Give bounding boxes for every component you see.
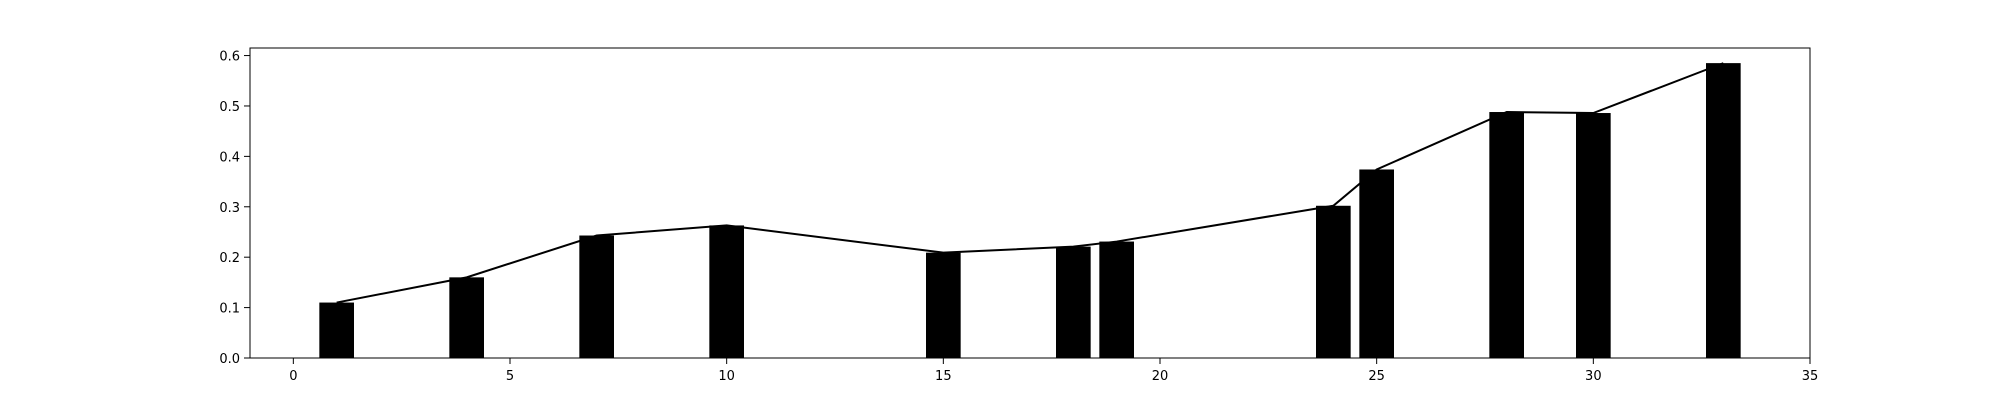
y-tick-label: 0.4 <box>219 150 240 165</box>
bar <box>449 277 484 358</box>
x-tick-label: 20 <box>1152 369 1169 384</box>
x-tick-label: 10 <box>718 369 735 384</box>
x-tick-label: 0 <box>289 369 297 384</box>
x-tick-label: 35 <box>1802 369 1819 384</box>
bar <box>319 302 354 358</box>
y-tick-label: 0.2 <box>219 251 240 266</box>
bar <box>1056 246 1091 358</box>
bar <box>1489 112 1524 358</box>
bar <box>1576 113 1611 359</box>
line-series <box>336 62 1724 304</box>
bar <box>709 225 744 358</box>
bar <box>1099 241 1134 358</box>
y-tick-label: 0.3 <box>219 201 240 216</box>
x-tick-label: 25 <box>1368 369 1385 384</box>
bar-series <box>319 63 1741 359</box>
y-tick-label: 0.0 <box>219 352 240 367</box>
x-tick-label: 30 <box>1585 369 1602 384</box>
bar <box>926 252 961 358</box>
x-tick-label: 15 <box>935 369 952 384</box>
trend-line <box>336 62 1724 304</box>
x-tick-label: 5 <box>506 369 514 384</box>
plot-frame <box>249 47 1811 359</box>
bar <box>579 235 614 358</box>
bar <box>1706 63 1741 359</box>
y-tick-label: 0.5 <box>219 100 240 115</box>
x-axis: 0 5 10 15 20 25 30 35 <box>289 358 1818 384</box>
bar <box>1359 169 1394 358</box>
bar <box>1316 205 1351 358</box>
y-tick-label: 0.1 <box>219 302 240 317</box>
y-axis: 0.0 0.1 0.2 0.3 0.4 0.5 0.6 <box>219 50 250 367</box>
y-tick-label: 0.6 <box>219 50 240 65</box>
